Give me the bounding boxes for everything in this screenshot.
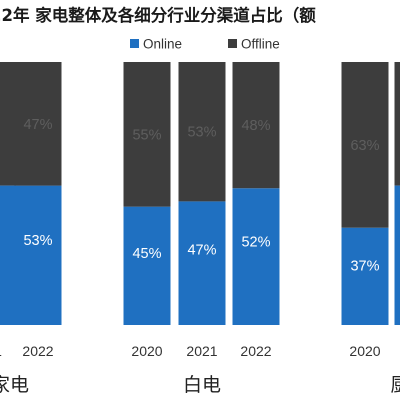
bar-online-2-2021 xyxy=(394,185,400,325)
data-label-offline-1-2020: 55% xyxy=(132,127,161,143)
x-tick-label: 2020 xyxy=(131,343,162,359)
x-tick-label: 2022 xyxy=(22,343,53,359)
bar-offline-0-2021 xyxy=(0,62,16,186)
category-label-2: 厨 xyxy=(390,374,400,396)
data-label-offline-1-2022: 48% xyxy=(241,118,270,134)
bar-offline-1-2020 xyxy=(123,62,171,207)
legend-swatch-online xyxy=(130,39,139,48)
category-label-1: 白电 xyxy=(183,374,221,396)
data-label-online-1-2021: 47% xyxy=(187,243,216,259)
bar-offline-1-2021 xyxy=(178,62,226,202)
bar-online-0-2021 xyxy=(0,185,16,325)
bar-online-1-2021 xyxy=(178,201,226,325)
bar-offline-2-2020 xyxy=(341,62,389,228)
x-tick-label: 2020 xyxy=(349,343,380,359)
legend-label-online: Online xyxy=(143,37,182,52)
data-label-online-1-2022: 52% xyxy=(241,235,270,251)
data-label-offline-2-2020: 63% xyxy=(350,138,379,154)
data-label-online-2-2020: 37% xyxy=(350,259,379,275)
bar-offline-1-2022 xyxy=(232,62,280,189)
data-label-online-0-2022: 53% xyxy=(23,233,52,249)
legend-swatch-offline xyxy=(228,39,237,48)
x-tick-label: 2021 xyxy=(186,343,217,359)
x-tick-label: 2022 xyxy=(240,343,271,359)
bar-offline-2-2021 xyxy=(394,62,400,186)
bar-offline-0-2022 xyxy=(14,62,62,186)
bar-online-1-2022 xyxy=(232,188,280,325)
data-label-offline-1-2021: 53% xyxy=(187,125,216,141)
bar-online-2-2020 xyxy=(341,227,389,325)
category-label-0: 家电 xyxy=(0,374,29,396)
legend-label-offline: Offline xyxy=(241,37,280,52)
bar-online-0-2022 xyxy=(14,185,62,325)
bar-online-1-2020 xyxy=(123,206,171,325)
data-label-online-1-2020: 45% xyxy=(132,246,161,262)
data-label-offline-0-2022: 47% xyxy=(23,117,52,133)
chart-title: 22年 家电整体及各细分行业分渠道占比（额 xyxy=(0,6,316,25)
x-tick-label: 1 xyxy=(0,343,2,359)
